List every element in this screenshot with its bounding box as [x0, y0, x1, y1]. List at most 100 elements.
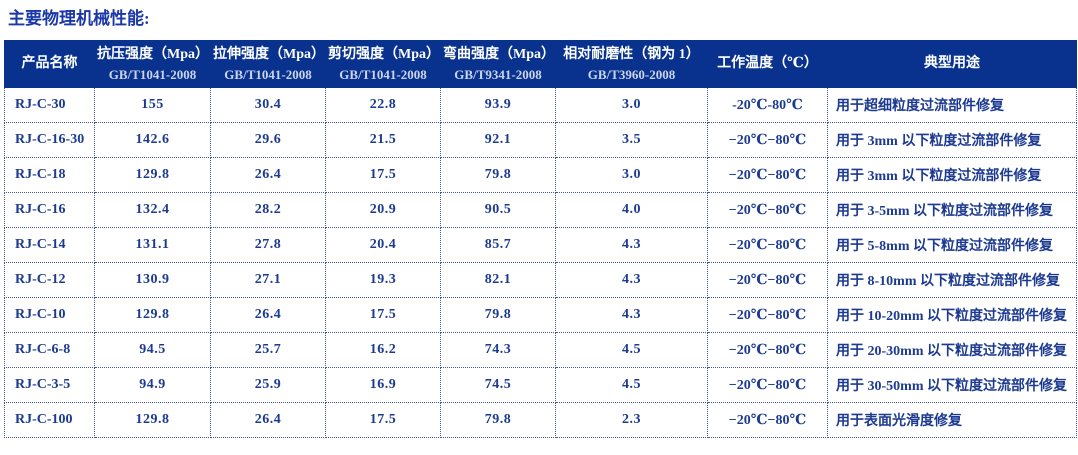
- cell-temp: −20℃−80℃: [707, 157, 828, 193]
- table-row: RJ-C-10 129.8 26.4 17.5 79.8 4.3 −20℃−80℃ 用于 10…: [4, 297, 1077, 333]
- header-typical-use: 典型用途: [827, 40, 1077, 88]
- cell-wear: 4.0: [555, 192, 708, 228]
- cell-bending: 74.3: [440, 332, 556, 368]
- header-label: 产品名称: [21, 56, 78, 71]
- cell-name: RJ-C-12: [4, 262, 95, 298]
- cell-wear: 3.5: [555, 122, 708, 158]
- header-product-name: 产品名称: [4, 40, 95, 88]
- cell-temp: −20℃−80℃: [707, 297, 828, 333]
- cell-temp: −20℃−80℃: [707, 227, 828, 263]
- header-label: 拉伸强度（Mpa）: [213, 46, 325, 62]
- cell-compressive: 129.8: [94, 402, 211, 438]
- header-label: 弯曲强度（Mpa）: [443, 46, 555, 62]
- cell-temp: −20℃−80℃: [707, 332, 828, 368]
- header-row: 产品名称 抗压强度（Mpa） GB/T1041-2008 拉伸强度（Mpa） G…: [4, 40, 1077, 88]
- cell-temp: −20℃−80℃: [707, 262, 828, 298]
- cell-name: RJ-C-3-5: [4, 367, 95, 403]
- cell-shear: 19.3: [325, 262, 441, 298]
- cell-shear: 22.8: [325, 87, 441, 123]
- cell-name: RJ-C-30: [4, 87, 95, 123]
- cell-name: RJ-C-10: [4, 297, 95, 333]
- table-row: RJ-C-3-5 94.9 25.9 16.9 74.5 4.5 −20℃−80℃ 用于 30…: [4, 367, 1077, 403]
- page-title: 主要物理机械性能:: [8, 9, 150, 28]
- cell-wear: 4.5: [555, 332, 708, 368]
- header-standard: GB/T1041-2008: [224, 66, 312, 82]
- header-tensile-strength: 拉伸强度（Mpa） GB/T1041-2008: [210, 40, 326, 88]
- cell-bending: 90.5: [440, 192, 556, 228]
- header-label: 工作温度（℃）: [717, 56, 818, 71]
- cell-use: 用于 3mm 以下粒度过流部件修复: [827, 157, 1077, 193]
- cell-temp: −20℃−80℃: [707, 192, 828, 228]
- table-row: RJ-C-12 130.9 27.1 19.3 82.1 4.3 −20℃−80℃ 用于 8-…: [4, 262, 1077, 298]
- cell-shear: 21.5: [325, 122, 441, 158]
- cell-temp: −20℃−80℃: [707, 367, 828, 403]
- cell-wear: 2.3: [555, 402, 708, 438]
- cell-use: 用于 8-10mm 以下粒度过流部件修复: [827, 262, 1077, 298]
- cell-compressive: 94.5: [94, 332, 211, 368]
- cell-bending: 79.8: [440, 157, 556, 193]
- cell-shear: 17.5: [325, 402, 441, 438]
- header-label: 典型用途: [924, 56, 980, 71]
- header-standard: GB/T1041-2008: [339, 66, 427, 82]
- cell-temp: -20℃-80℃: [707, 87, 828, 123]
- cell-bending: 74.5: [440, 367, 556, 403]
- cell-use: 用于 3mm 以下粒度过流部件修复: [827, 122, 1077, 158]
- cell-compressive: 129.8: [94, 157, 211, 193]
- cell-tensile: 30.4: [210, 87, 326, 123]
- table-body: RJ-C-30 155 30.4 22.8 93.9 3.0 -20℃-80℃ 用于超细粒度过…: [4, 87, 1077, 438]
- table-row: RJ-C-16 132.4 28.2 20.9 90.5 4.0 −20℃−80℃ 用于 3-…: [4, 192, 1077, 228]
- cell-tensile: 25.7: [210, 332, 326, 368]
- cell-wear: 3.0: [555, 87, 708, 123]
- cell-bending: 82.1: [440, 262, 556, 298]
- cell-tensile: 27.8: [210, 227, 326, 263]
- cell-shear: 17.5: [325, 157, 441, 193]
- cell-compressive: 131.1: [94, 227, 211, 263]
- cell-compressive: 155: [94, 87, 211, 123]
- cell-name: RJ-C-14: [4, 227, 95, 263]
- table-row: RJ-C-30 155 30.4 22.8 93.9 3.0 -20℃-80℃ 用于超细粒度过…: [4, 87, 1077, 123]
- cell-use: 用于 3-5mm 以下粒度过流部件修复: [827, 192, 1077, 228]
- header-standard: GB/T3960-2008: [587, 66, 676, 82]
- cell-compressive: 129.8: [94, 297, 211, 333]
- cell-use: 用于 20-30mm 以下粒度过流部件修复: [827, 332, 1077, 368]
- cell-bending: 79.8: [440, 402, 556, 438]
- cell-name: RJ-C-16: [4, 192, 95, 228]
- header-label: 相对耐磨性（钢为 1）: [563, 46, 700, 62]
- cell-compressive: 142.6: [94, 122, 211, 158]
- cell-compressive: 130.9: [94, 262, 211, 298]
- header-label: 抗压强度（Mpa）: [97, 46, 209, 62]
- cell-wear: 4.3: [555, 227, 708, 263]
- header-compressive-strength: 抗压强度（Mpa） GB/T1041-2008: [94, 40, 211, 88]
- cell-tensile: 26.4: [210, 157, 326, 193]
- cell-shear: 20.4: [325, 227, 441, 263]
- cell-use: 用于 10-20mm 以下粒度过流部件修复: [827, 297, 1077, 333]
- cell-shear: 16.2: [325, 332, 441, 368]
- cell-compressive: 132.4: [94, 192, 211, 228]
- cell-compressive: 94.9: [94, 367, 211, 403]
- cell-use: 用于表面光滑度修复: [827, 402, 1077, 438]
- table-row: RJ-C-14 131.1 27.8 20.4 85.7 4.3 −20℃−80℃ 用于 5-…: [4, 227, 1077, 263]
- cell-shear: 17.5: [325, 297, 441, 333]
- cell-name: RJ-C-6-8: [4, 332, 95, 368]
- cell-use: 用于 5-8mm 以下粒度过流部件修复: [827, 227, 1077, 263]
- header-standard: GB/T1041-2008: [108, 66, 197, 82]
- header-shear-strength: 剪切强度（Mpa） GB/T1041-2008: [325, 40, 441, 88]
- cell-shear: 20.9: [325, 192, 441, 228]
- cell-bending: 85.7: [440, 227, 556, 263]
- table-row: RJ-C-6-8 94.5 25.7 16.2 74.3 4.5 −20℃−80℃ 用于 20…: [4, 332, 1077, 368]
- cell-use: 用于 30-50mm 以下粒度过流部件修复: [827, 367, 1077, 403]
- cell-wear: 4.3: [555, 297, 708, 333]
- header-working-temperature: 工作温度（℃）: [707, 40, 828, 88]
- cell-bending: 93.9: [440, 87, 556, 123]
- cell-tensile: 25.9: [210, 367, 326, 403]
- cell-tensile: 26.4: [210, 297, 326, 333]
- cell-shear: 16.9: [325, 367, 441, 403]
- cell-tensile: 26.4: [210, 402, 326, 438]
- cell-name: RJ-C-18: [4, 157, 95, 193]
- table-row: RJ-C-16-30 142.6 29.6 21.5 92.1 3.5 −20℃−80℃ 用于…: [4, 122, 1077, 158]
- spec-table: 产品名称 抗压强度（Mpa） GB/T1041-2008 拉伸强度（Mpa） G…: [4, 40, 1077, 438]
- table-header: 产品名称 抗压强度（Mpa） GB/T1041-2008 拉伸强度（Mpa） G…: [4, 40, 1077, 88]
- header-label: 剪切强度（Mpa）: [328, 46, 440, 62]
- table-row: RJ-C-18 129.8 26.4 17.5 79.8 3.0 −20℃−80℃ 用于 3m…: [4, 157, 1077, 193]
- cell-temp: −20℃−80℃: [707, 122, 828, 158]
